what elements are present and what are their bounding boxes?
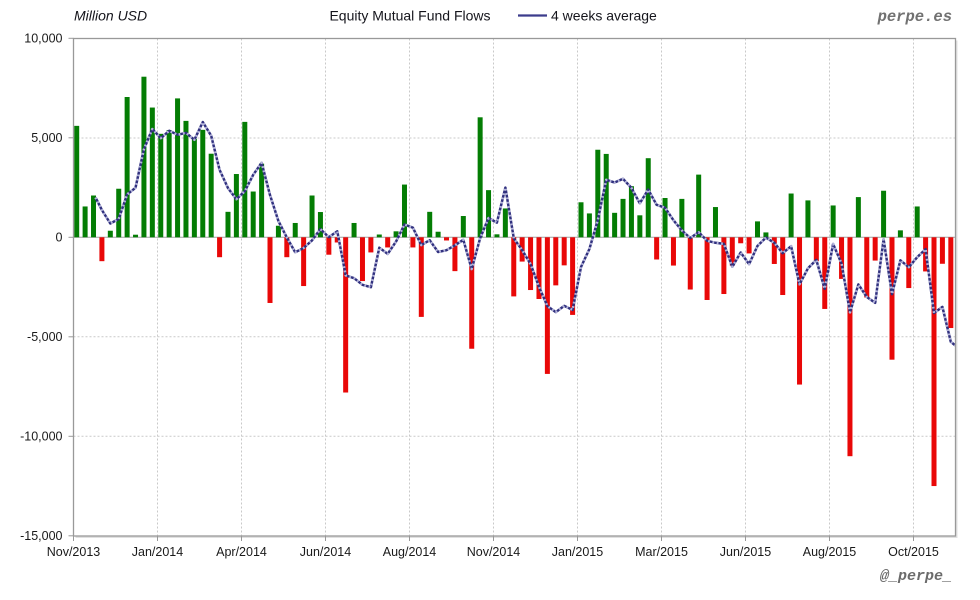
svg-text:Nov/2013: Nov/2013 bbox=[47, 545, 101, 559]
svg-text:Aug/2014: Aug/2014 bbox=[383, 545, 437, 559]
svg-text:Jun/2015: Jun/2015 bbox=[720, 545, 771, 559]
svg-text:0: 0 bbox=[56, 231, 63, 245]
svg-text:Aug/2015: Aug/2015 bbox=[803, 545, 857, 559]
svg-text:Million USD: Million USD bbox=[74, 8, 147, 24]
svg-text:Apr/2014: Apr/2014 bbox=[216, 545, 267, 559]
svg-text:perpe.es: perpe.es bbox=[877, 8, 952, 26]
svg-text:Equity Mutual Fund Flows: Equity Mutual Fund Flows bbox=[329, 8, 490, 24]
svg-text:-5,000: -5,000 bbox=[27, 330, 62, 344]
svg-text:-15,000: -15,000 bbox=[20, 529, 62, 543]
svg-text:10,000: 10,000 bbox=[24, 32, 62, 46]
svg-text:-10,000: -10,000 bbox=[20, 430, 62, 444]
svg-text:4 weeks average: 4 weeks average bbox=[551, 8, 657, 24]
svg-text:Jan/2014: Jan/2014 bbox=[132, 545, 183, 559]
svg-text:Jan/2015: Jan/2015 bbox=[552, 545, 603, 559]
svg-text:5,000: 5,000 bbox=[31, 131, 62, 145]
svg-text:@_perpe_: @_perpe_ bbox=[880, 568, 952, 585]
svg-text:Nov/2014: Nov/2014 bbox=[467, 545, 521, 559]
svg-text:Oct/2015: Oct/2015 bbox=[888, 545, 939, 559]
svg-text:Mar/2015: Mar/2015 bbox=[635, 545, 688, 559]
svg-text:Jun/2014: Jun/2014 bbox=[300, 545, 351, 559]
